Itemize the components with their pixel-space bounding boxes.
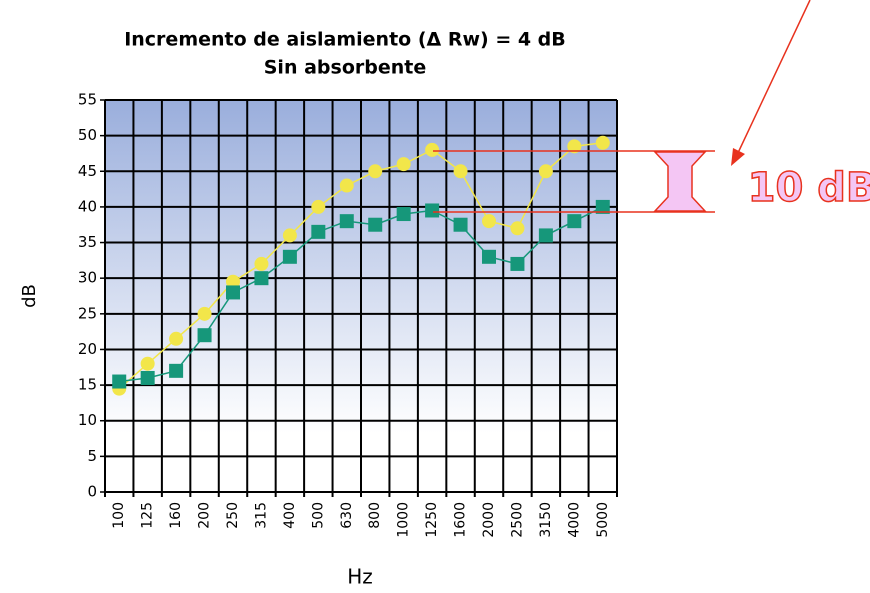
x-tick-label: 1250 — [424, 502, 440, 538]
y-tick-label: 10 — [78, 411, 97, 429]
point — [425, 203, 440, 218]
point — [368, 217, 383, 232]
point — [396, 207, 411, 222]
point — [169, 363, 184, 378]
y-tick-label: 5 — [87, 447, 97, 465]
x-tick-label: 1600 — [453, 502, 469, 538]
y-tick-label: 30 — [78, 269, 97, 287]
point — [510, 221, 525, 236]
y-tick-label: 25 — [78, 304, 97, 322]
x-tick-label: 2500 — [509, 502, 525, 538]
point — [197, 328, 212, 343]
annotation: 10 dB — [433, 0, 870, 213]
point — [339, 214, 354, 229]
point — [595, 135, 610, 150]
point — [254, 271, 269, 286]
point — [567, 139, 582, 154]
x-axis-label: Hz — [347, 565, 373, 589]
x-tick-label: 100 — [111, 502, 127, 529]
point — [254, 256, 269, 271]
pointer-arrow — [736, 0, 811, 156]
point — [282, 228, 297, 243]
y-tick-label: 20 — [78, 340, 97, 358]
x-tick-label: 500 — [310, 502, 326, 529]
point — [112, 374, 127, 389]
point — [282, 249, 297, 264]
point — [453, 164, 468, 179]
y-tick-label: 35 — [78, 233, 97, 251]
x-tick-label: 160 — [168, 502, 184, 529]
point — [453, 217, 468, 232]
point — [226, 274, 240, 289]
x-tick-label: 250 — [225, 502, 241, 529]
point — [226, 285, 240, 300]
point — [197, 306, 212, 321]
x-tick-label: 4000 — [566, 502, 582, 538]
double-arrow — [653, 151, 707, 212]
y-tick-label: 15 — [78, 376, 97, 394]
point — [567, 214, 582, 229]
y-tick-label: 0 — [87, 483, 97, 501]
pointer-arrowhead — [731, 148, 745, 166]
point — [368, 164, 383, 179]
point — [510, 256, 525, 271]
point — [311, 224, 326, 239]
y-axis-label: dB — [19, 284, 40, 308]
point — [595, 199, 610, 214]
y-tick-label: 50 — [78, 126, 97, 144]
point — [339, 178, 354, 193]
chart-title: Incremento de aislamiento (Δ Rw) = 4 dB — [124, 29, 566, 51]
x-tick-label: 800 — [367, 502, 383, 529]
x-tick-label: 400 — [282, 502, 298, 529]
y-tick-label: 45 — [78, 162, 97, 180]
x-tick-label: 3150 — [538, 502, 554, 538]
x-tick-label: 200 — [197, 502, 213, 529]
y-tick-label: 40 — [78, 197, 97, 215]
point — [140, 356, 155, 371]
point — [169, 331, 184, 346]
point — [140, 370, 155, 385]
point — [482, 249, 496, 264]
y-tick-label: 55 — [78, 91, 97, 109]
x-tick-label: 1000 — [396, 502, 412, 538]
chart-subtitle: Sin absorbente — [264, 57, 426, 79]
point — [396, 157, 411, 172]
plot: 0 5 10 15 20 25 30 35 40 45 50 55 100 125 160 200 250 315… — [78, 91, 618, 538]
x-tick-label: 630 — [339, 502, 355, 529]
point — [538, 228, 553, 243]
x-tick-label: 315 — [253, 502, 269, 529]
x-tick-label: 125 — [140, 502, 156, 529]
point — [482, 214, 496, 229]
annotation-text: 10 dB — [748, 165, 870, 211]
point — [538, 164, 553, 179]
x-tick-label: 5000 — [595, 502, 611, 538]
x-tick-label: 2000 — [481, 502, 497, 538]
point — [425, 142, 440, 157]
point — [311, 199, 326, 214]
